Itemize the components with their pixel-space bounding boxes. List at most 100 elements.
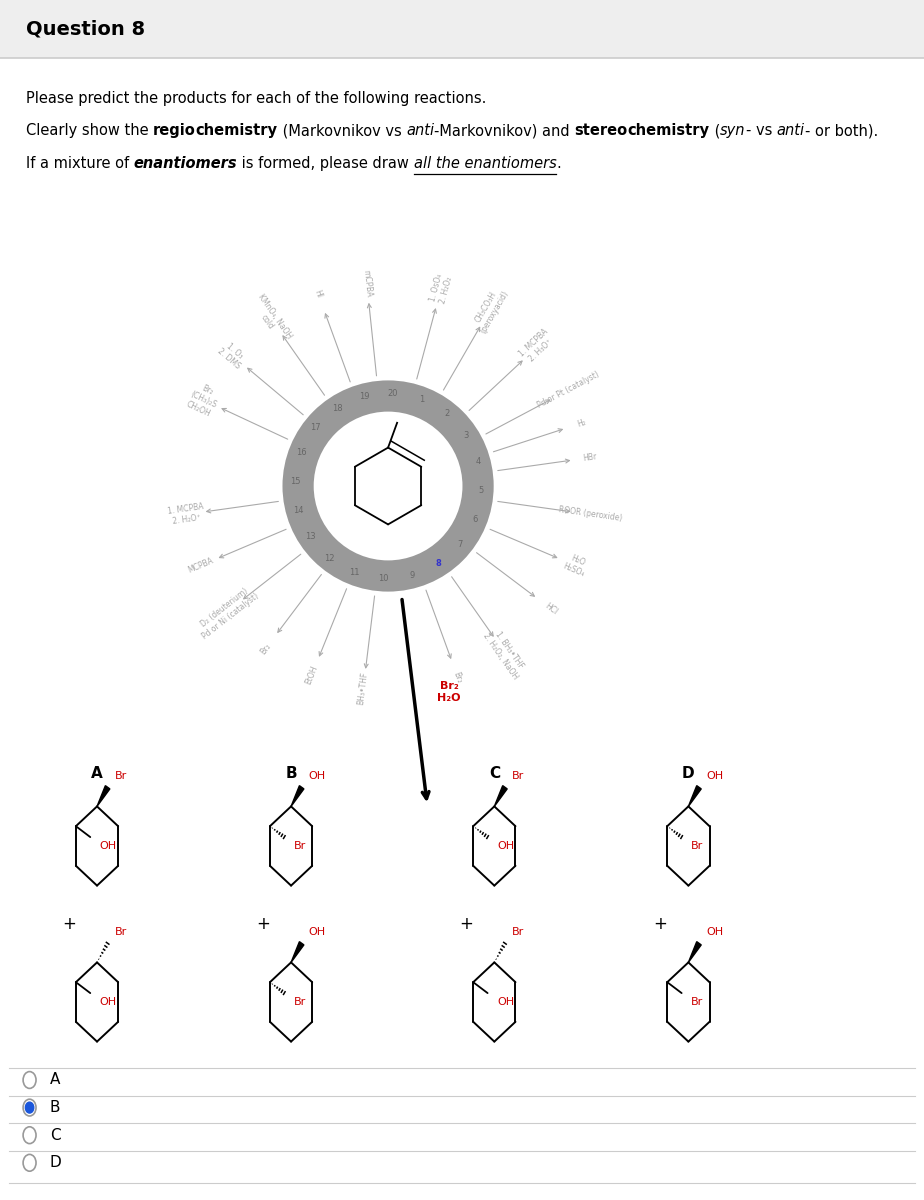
Text: Br: Br xyxy=(294,997,306,1007)
Text: 1. OsO₄
2. H₂O₂: 1. OsO₄ 2. H₂O₂ xyxy=(428,272,454,305)
Text: 16: 16 xyxy=(296,448,307,457)
Text: H₂O
H₂SO₄: H₂O H₂SO₄ xyxy=(562,552,590,580)
Text: MCPBA: MCPBA xyxy=(186,557,214,575)
Text: OH: OH xyxy=(309,772,326,781)
Text: Br: Br xyxy=(115,928,127,937)
Text: Br: Br xyxy=(294,841,306,851)
Text: OH: OH xyxy=(706,772,723,781)
Text: +: + xyxy=(459,914,474,934)
Text: Please predict the products for each of the following reactions.: Please predict the products for each of … xyxy=(26,91,486,106)
Text: 12: 12 xyxy=(324,553,334,563)
Text: A: A xyxy=(50,1073,60,1087)
Text: Br: Br xyxy=(115,772,127,781)
Text: CH₃CO₃H
(peroxyacid): CH₃CO₃H (peroxyacid) xyxy=(469,283,510,335)
Text: B: B xyxy=(50,1100,60,1115)
Text: 3: 3 xyxy=(463,431,468,440)
Text: 7: 7 xyxy=(457,540,463,548)
Text: 19: 19 xyxy=(359,391,370,401)
Text: enantiomers: enantiomers xyxy=(134,156,237,170)
Text: Pd or Pt (catalyst): Pd or Pt (catalyst) xyxy=(536,370,601,410)
Text: HBr: HBr xyxy=(582,452,598,463)
Text: anti: anti xyxy=(777,124,805,138)
Text: HI: HI xyxy=(312,289,324,300)
Text: OH: OH xyxy=(309,928,326,937)
Text: +: + xyxy=(653,914,668,934)
Text: C: C xyxy=(489,767,500,781)
Text: -Markovnikov) and: -Markovnikov) and xyxy=(434,124,575,138)
Text: OH: OH xyxy=(100,997,116,1007)
Text: EtOH: EtOH xyxy=(304,665,320,686)
Text: 20: 20 xyxy=(388,389,398,397)
Text: KMnO₄, NaOH
cold: KMnO₄, NaOH cold xyxy=(249,292,294,346)
Text: Br: Br xyxy=(691,997,703,1007)
Text: OH: OH xyxy=(706,928,723,937)
Text: OH: OH xyxy=(100,841,116,851)
Text: 14: 14 xyxy=(293,505,304,515)
Text: 4: 4 xyxy=(475,457,480,467)
Text: mCPBA: mCPBA xyxy=(361,269,372,298)
Text: 1: 1 xyxy=(419,395,424,403)
Text: 11: 11 xyxy=(349,569,360,577)
Text: Br₂: Br₂ xyxy=(258,642,273,656)
Text: 2: 2 xyxy=(444,409,449,419)
Text: OH: OH xyxy=(497,997,514,1007)
Text: (Markovnikov vs: (Markovnikov vs xyxy=(278,124,407,138)
Text: Br₂: Br₂ xyxy=(452,671,464,685)
Text: Br: Br xyxy=(691,841,703,851)
Text: D: D xyxy=(682,767,695,781)
Text: chemistry: chemistry xyxy=(627,124,710,138)
Text: - vs: - vs xyxy=(746,124,777,138)
Text: Br₂
(CH₃)₂S
CH₂OH: Br₂ (CH₃)₂S CH₂OH xyxy=(184,380,222,419)
Circle shape xyxy=(25,1102,34,1114)
Text: D₂ (deuterium)
Pd or Ni (catalyst): D₂ (deuterium) Pd or Ni (catalyst) xyxy=(194,583,261,641)
Text: 10: 10 xyxy=(378,575,388,583)
Ellipse shape xyxy=(313,412,463,560)
Text: C: C xyxy=(50,1128,60,1142)
Text: 8: 8 xyxy=(436,559,442,569)
Polygon shape xyxy=(291,942,304,962)
Text: Br₂
H₂O: Br₂ H₂O xyxy=(437,682,461,703)
Text: B: B xyxy=(286,767,297,781)
Text: anti: anti xyxy=(407,124,434,138)
Text: stereo: stereo xyxy=(575,124,627,138)
Polygon shape xyxy=(494,786,507,806)
Text: 9: 9 xyxy=(409,571,415,581)
Text: 1. BH₃•THF
2. H₂O₂, NaOH: 1. BH₃•THF 2. H₂O₂, NaOH xyxy=(481,625,529,680)
Text: Question 8: Question 8 xyxy=(26,19,145,38)
Text: If a mixture of: If a mixture of xyxy=(26,156,134,170)
Text: 1. MCPBA
2. H₃O⁺: 1. MCPBA 2. H₃O⁺ xyxy=(517,328,557,366)
Text: D: D xyxy=(50,1156,62,1170)
Text: 1. MCPBA
2. H₂O⁺: 1. MCPBA 2. H₂O⁺ xyxy=(166,503,205,527)
Text: H₂: H₂ xyxy=(577,418,588,428)
Text: +: + xyxy=(256,914,271,934)
Ellipse shape xyxy=(283,380,493,592)
Text: is formed, please draw: is formed, please draw xyxy=(237,156,414,170)
Polygon shape xyxy=(688,786,701,806)
Text: .: . xyxy=(556,156,561,170)
Text: BH₃•THF: BH₃•THF xyxy=(357,672,370,706)
Text: Clearly show the: Clearly show the xyxy=(26,124,153,138)
Text: chemistry: chemistry xyxy=(196,124,278,138)
Text: 17: 17 xyxy=(310,424,322,432)
Text: HCl: HCl xyxy=(543,601,559,617)
Bar xyxy=(0,0,924,58)
Text: regio: regio xyxy=(153,124,196,138)
Text: syn: syn xyxy=(720,124,746,138)
Text: - or both).: - or both). xyxy=(805,124,878,138)
Text: A: A xyxy=(91,767,103,781)
Text: 18: 18 xyxy=(332,403,343,413)
Polygon shape xyxy=(688,942,701,962)
Text: ROOR (peroxide): ROOR (peroxide) xyxy=(558,505,623,523)
Text: 13: 13 xyxy=(305,532,315,541)
Text: OH: OH xyxy=(497,841,514,851)
Text: +: + xyxy=(62,914,77,934)
Text: 5: 5 xyxy=(479,486,483,496)
Text: all the enantiomers: all the enantiomers xyxy=(414,156,556,170)
Polygon shape xyxy=(97,786,110,806)
Text: Br: Br xyxy=(512,928,524,937)
Text: 15: 15 xyxy=(290,476,300,486)
Polygon shape xyxy=(291,786,304,806)
Text: 6: 6 xyxy=(472,515,478,524)
Text: Br: Br xyxy=(512,772,524,781)
Text: 1. O₃
2. DMS: 1. O₃ 2. DMS xyxy=(215,338,249,371)
